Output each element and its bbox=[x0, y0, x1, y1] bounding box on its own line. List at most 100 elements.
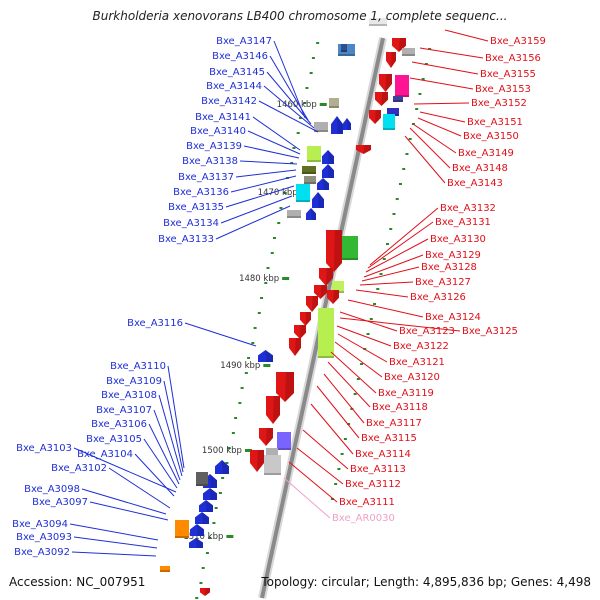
track-dot bbox=[395, 198, 399, 200]
gene-shade bbox=[302, 172, 316, 174]
gene-block-plus-strand bbox=[383, 114, 395, 130]
gene-label: Bxe_A3145 bbox=[209, 67, 265, 78]
gene-shape bbox=[383, 114, 395, 130]
gene-label: Bxe_A3115 bbox=[361, 433, 417, 444]
gene-shape bbox=[341, 44, 347, 52]
gene-shade bbox=[375, 110, 381, 124]
gene-label: Bxe_A3134 bbox=[163, 218, 219, 229]
track-dot bbox=[221, 477, 225, 479]
gene-shape bbox=[318, 308, 334, 358]
gene-shade bbox=[175, 536, 189, 538]
gene-label: Bxe_A3156 bbox=[485, 53, 541, 64]
gene-shade bbox=[196, 484, 208, 486]
gene-label: Bxe_A3092 bbox=[14, 547, 70, 558]
gene-shade bbox=[312, 296, 318, 312]
gene-label: Bxe_A3124 bbox=[425, 312, 481, 323]
gene-shade bbox=[222, 460, 229, 474]
track-dot bbox=[408, 138, 412, 140]
gene-shade bbox=[257, 450, 264, 472]
gene-label: Bxe_A3149 bbox=[458, 148, 514, 159]
gene-block-minus-strand bbox=[304, 176, 316, 184]
gene-shade bbox=[323, 178, 329, 190]
gene-leader bbox=[404, 135, 446, 184]
kbp-tick-mark bbox=[282, 277, 290, 280]
gene-shade bbox=[305, 312, 311, 326]
gene-leader bbox=[81, 488, 167, 515]
gene-shape bbox=[215, 460, 229, 474]
gene-shape bbox=[314, 122, 328, 132]
track-dot bbox=[405, 153, 409, 155]
gene-shape bbox=[189, 538, 203, 548]
gene-shape bbox=[329, 98, 339, 108]
gene-shade bbox=[381, 92, 388, 106]
gene-leader bbox=[89, 501, 169, 521]
gene-shape bbox=[306, 296, 318, 312]
gene-block-plus-strand bbox=[264, 455, 281, 475]
gene-leader bbox=[71, 551, 157, 557]
gene-leader bbox=[419, 111, 466, 123]
gene-leader bbox=[444, 29, 489, 42]
gene-label: Bxe_A3133 bbox=[158, 234, 214, 245]
track-dot bbox=[389, 228, 393, 230]
track-dot bbox=[264, 282, 268, 284]
gene-block-plus-strand bbox=[327, 290, 339, 304]
gene-label: Bxe_A3148 bbox=[452, 163, 508, 174]
gene-block-minus-strand bbox=[287, 210, 301, 218]
gene-label: Bxe_A3131 bbox=[435, 217, 491, 228]
gene-shape bbox=[266, 396, 280, 424]
gene-block-plus-strand bbox=[300, 312, 311, 326]
gene-label: Bxe_A3108 bbox=[101, 390, 157, 401]
gene-shade bbox=[383, 128, 395, 130]
gene-shape bbox=[331, 116, 343, 134]
track-dot bbox=[347, 423, 351, 425]
gene-shade bbox=[342, 258, 358, 260]
gene-block-minus-strand bbox=[190, 524, 204, 536]
gene-shape bbox=[277, 432, 291, 450]
gene-leader bbox=[337, 333, 388, 363]
gene-leader bbox=[153, 409, 181, 481]
gene-block-plus-strand bbox=[277, 432, 291, 450]
gene-leader bbox=[411, 61, 479, 75]
gene-shape bbox=[304, 176, 316, 184]
gene-leader bbox=[184, 322, 257, 347]
track-dot bbox=[415, 108, 419, 110]
gene-leader bbox=[327, 361, 371, 408]
gene-leader bbox=[73, 447, 177, 493]
gene-block-minus-strand bbox=[307, 146, 321, 162]
gene-leader bbox=[355, 289, 409, 298]
track-dot bbox=[334, 483, 338, 485]
gene-leader bbox=[412, 123, 457, 154]
gene-block-minus-strand bbox=[296, 184, 310, 202]
gene-shape bbox=[342, 236, 358, 260]
track-dot bbox=[392, 213, 396, 215]
gene-shape bbox=[317, 178, 329, 190]
gene-shape bbox=[190, 524, 204, 536]
track-dot bbox=[356, 378, 360, 380]
gene-label: Bxe_A3130 bbox=[430, 234, 486, 245]
gene-shape bbox=[307, 146, 321, 162]
gene-shade bbox=[202, 512, 209, 524]
gene-leader bbox=[296, 447, 344, 485]
kbp-tick-mark bbox=[244, 449, 252, 452]
gene-label: Bxe_A3122 bbox=[393, 341, 449, 352]
gene-shape bbox=[312, 192, 324, 208]
gene-shade bbox=[333, 290, 339, 304]
gene-leader bbox=[167, 365, 185, 469]
gene-leader bbox=[134, 453, 175, 497]
track-dot bbox=[195, 597, 199, 599]
track-dot bbox=[353, 393, 357, 395]
gene-leader bbox=[419, 47, 484, 59]
kbp-tick-label: 1470 kbp bbox=[258, 188, 298, 198]
gene-label: Bxe_A3153 bbox=[475, 84, 531, 95]
gene-shade bbox=[206, 500, 213, 512]
gene-label: Bxe_A3105 bbox=[86, 434, 142, 445]
gene-shape bbox=[259, 428, 273, 446]
gene-leader bbox=[288, 461, 338, 503]
track-dot bbox=[266, 267, 270, 269]
gene-leader bbox=[330, 351, 377, 394]
gene-shape bbox=[387, 108, 399, 116]
track-dot bbox=[298, 117, 302, 119]
gene-leader bbox=[310, 403, 354, 455]
gene-shape bbox=[369, 18, 387, 26]
gene-label: Bxe_A3112 bbox=[345, 479, 401, 490]
